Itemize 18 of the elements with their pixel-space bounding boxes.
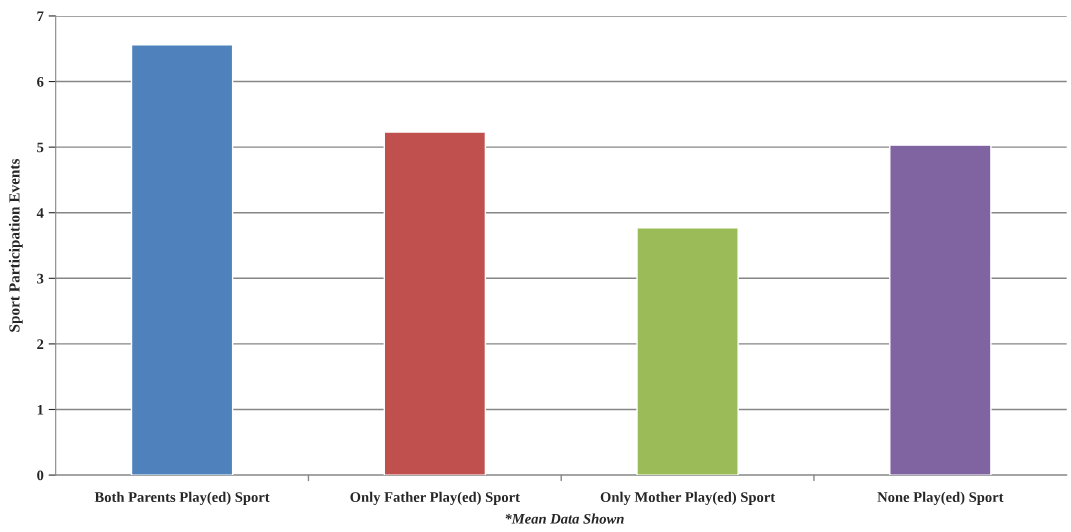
- x-tick-label: Only Mother Play(ed) Sport: [600, 491, 776, 506]
- y-tick-label: 3: [37, 273, 44, 284]
- y-axis-title: Sport Participation Events: [8, 158, 23, 332]
- y-tick-label: 2: [37, 339, 44, 349]
- x-tick-label: Both Parents Play(ed) Sport: [94, 491, 270, 506]
- y-tick-label: 7: [37, 11, 44, 22]
- y-tick-label: 1: [37, 404, 44, 415]
- y-tick-label: 6: [37, 76, 44, 87]
- bar: [383, 131, 487, 476]
- y-tick-label: 5: [37, 142, 44, 153]
- bar: [636, 227, 739, 476]
- x-tick-label: None Play(ed) Sport: [877, 491, 1004, 506]
- text: *Mean Data Shown: [505, 513, 624, 524]
- x-tick-label: Only Father Play(ed) Sport: [350, 491, 520, 506]
- bar: [130, 44, 234, 476]
- y-tick-label: 4: [36, 208, 44, 218]
- bar: [889, 144, 992, 476]
- y-tick-label: 0: [37, 470, 44, 481]
